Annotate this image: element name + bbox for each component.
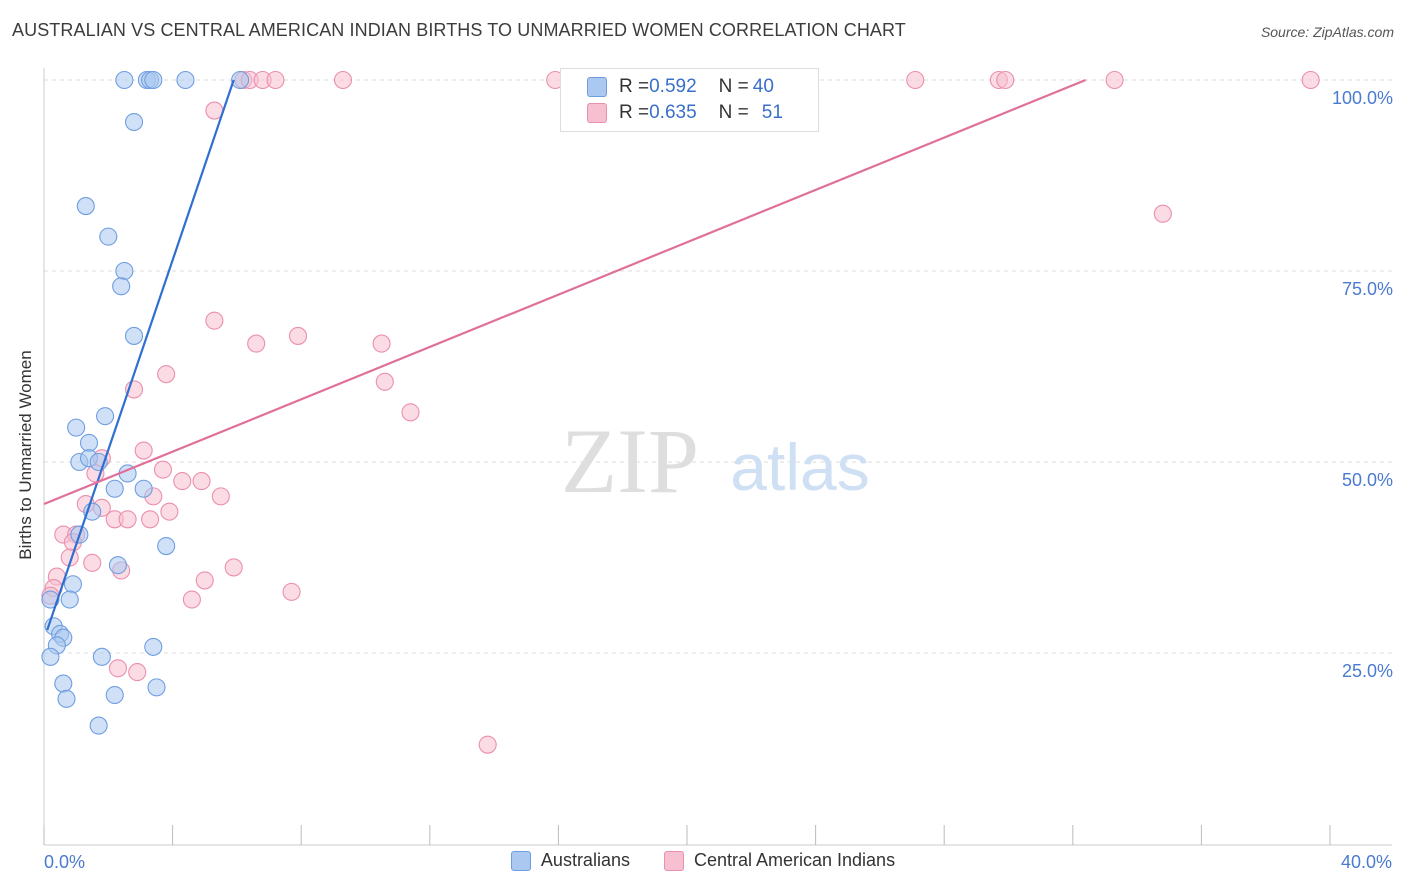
- stats-legend: R = 0.592 N = 40 R = 0.635 N = 51: [560, 68, 819, 132]
- central-american-indians-point: [288, 326, 308, 345]
- central-american-indians-point: [1105, 70, 1124, 90]
- central-american-indians-point: [108, 659, 127, 678]
- australians-point: [157, 536, 176, 556]
- central-american-indians-point: [128, 663, 147, 682]
- y-tick-label: 75.0%: [1342, 279, 1393, 299]
- australians-point: [108, 556, 127, 575]
- y-tick-labels: 25.0% 50.0% 75.0% 100.0%: [1332, 88, 1393, 681]
- central-american-indians-point: [1301, 70, 1320, 90]
- australians-point: [134, 479, 153, 498]
- legend-item-australians[interactable]: Australians: [510, 850, 630, 871]
- australians-point: [115, 70, 134, 90]
- australians-point: [105, 479, 124, 498]
- n-label: N =: [718, 102, 749, 123]
- central-american-indians-point: [333, 70, 353, 90]
- central-american-indians-point: [266, 70, 285, 90]
- n-label: N =: [718, 76, 749, 97]
- n-value: 40: [752, 76, 774, 97]
- watermark: ZIP atlas: [561, 410, 870, 512]
- central-american-indians-point: [478, 735, 497, 754]
- central-american-indians-point: [372, 334, 391, 353]
- data-points: [41, 70, 1320, 754]
- central-american-indians-point: [118, 510, 137, 529]
- central-american-indians-point: [211, 487, 230, 506]
- australians-point: [144, 70, 163, 90]
- stats-row-central-american-indians: R = 0.635 N = 51: [587, 100, 783, 126]
- australians-point: [76, 197, 95, 216]
- y-axis-label: Births to Unmarried Women: [16, 350, 35, 560]
- australians-point: [60, 590, 79, 609]
- gridlines: [44, 79, 1392, 654]
- australians-point: [89, 716, 108, 735]
- central-american-indians-point: [1153, 204, 1172, 223]
- r-value: 0.635: [649, 102, 697, 123]
- australians-point: [105, 685, 124, 705]
- central-american-indians-point: [157, 365, 176, 384]
- x-tick-max: 40.0%: [1340, 852, 1392, 872]
- australians-point: [41, 590, 60, 609]
- x-tick-min: 0.0%: [44, 852, 86, 872]
- australians-point: [63, 575, 82, 594]
- central-american-indians-point: [224, 558, 243, 577]
- central-american-indians-point: [205, 311, 224, 330]
- australians-point: [115, 261, 134, 281]
- central-american-indians-point: [83, 553, 102, 572]
- y-tick-label: 25.0%: [1342, 661, 1393, 681]
- australians-point: [231, 70, 250, 90]
- axes: [43, 68, 1392, 846]
- central-american-indians-point: [141, 510, 160, 529]
- australians-point: [41, 647, 60, 666]
- legend-label: Central American Indians: [693, 850, 896, 870]
- y-tick-label: 100.0%: [1332, 88, 1393, 108]
- australians-swatch: [587, 77, 607, 97]
- r-label: R =: [619, 102, 650, 123]
- australians-trend-line: [46, 79, 235, 631]
- legend-item-central-american-indians[interactable]: Central American Indians: [663, 850, 896, 871]
- australians-point: [79, 433, 99, 452]
- central-american-indians-trend-line: [43, 78, 1087, 506]
- australians-point: [176, 70, 195, 90]
- australians-point: [144, 637, 163, 656]
- australians-point: [54, 674, 73, 693]
- australians-point: [124, 326, 144, 345]
- n-value: 51: [761, 102, 783, 123]
- central-american-indians-point: [182, 590, 201, 609]
- central-american-indians-point: [282, 582, 301, 601]
- australians-point: [147, 678, 166, 697]
- central-american-indians-point: [906, 70, 925, 90]
- chart-title: AUSTRALIAN VS CENTRAL AMERICAN INDIAN BI…: [12, 20, 906, 40]
- central-american-indians-point: [134, 441, 153, 460]
- legend-label: Australians: [540, 850, 630, 870]
- australians-point: [112, 277, 131, 296]
- watermark-atlas: atlas: [730, 430, 869, 504]
- central-american-indians-swatch: [587, 103, 607, 123]
- central-american-indians-point: [996, 70, 1015, 90]
- stats-row-australians: R = 0.592 N = 40: [587, 74, 774, 100]
- australians-point: [92, 647, 111, 666]
- source-label[interactable]: Source: ZipAtlas.com: [1260, 24, 1394, 40]
- australians-point: [124, 112, 144, 132]
- series-legend: Australians Central American Indians: [0, 850, 1406, 871]
- central-american-indians-point: [247, 334, 266, 353]
- australians-point: [99, 227, 118, 246]
- watermark-zip: ZIP: [561, 410, 699, 512]
- australians-point: [57, 689, 76, 708]
- central-american-indians-point: [173, 472, 192, 491]
- central-american-indians-point: [375, 372, 394, 391]
- r-label: R =: [619, 76, 650, 97]
- trend-lines: [43, 78, 1087, 631]
- central-american-indians-point: [195, 571, 214, 590]
- australians-point: [96, 407, 115, 426]
- r-value: 0.592: [649, 76, 697, 97]
- central-american-indians-point: [160, 502, 179, 521]
- australians-point: [67, 418, 86, 437]
- central-american-indians-point: [192, 472, 211, 491]
- central-american-indians-swatch: [663, 850, 684, 871]
- central-american-indians-point: [401, 403, 420, 422]
- australians-swatch: [510, 850, 531, 871]
- central-american-indians-point: [153, 460, 173, 479]
- y-tick-label: 50.0%: [1342, 470, 1393, 490]
